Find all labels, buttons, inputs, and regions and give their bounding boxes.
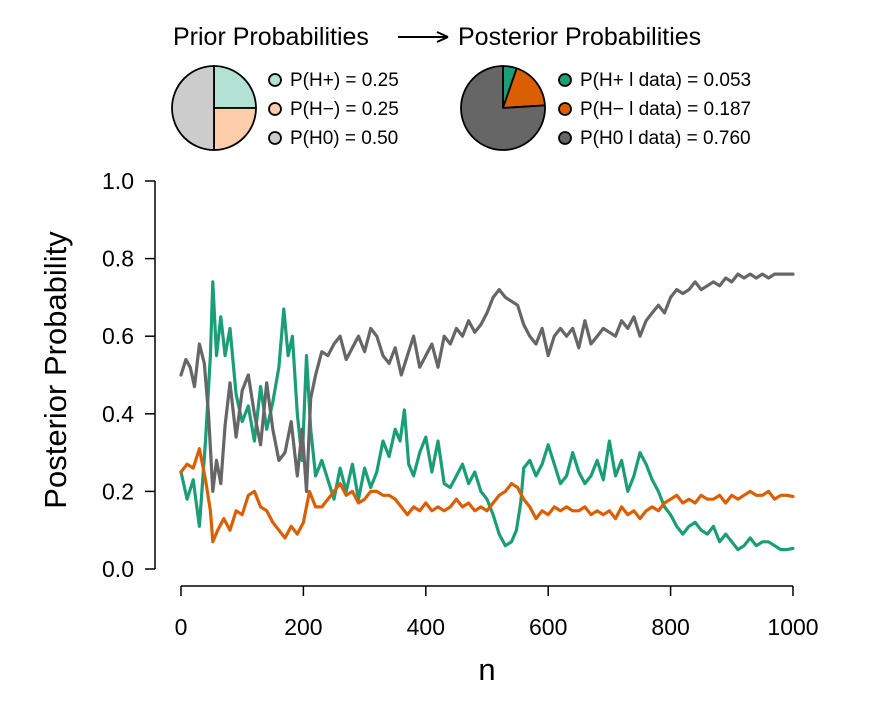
legend-label: P(H+ l data) = 0.053 (580, 70, 751, 91)
x-axis: 0 200 400 600 800 1000 (175, 585, 819, 640)
pie-inset: Prior Probabilities Posterior Probabilit… (171, 23, 751, 151)
y-axis: 0.0 0.2 0.4 0.6 0.8 1.0 (102, 168, 156, 582)
prior-pie-slice-1 (213, 107, 257, 151)
arrow-head (436, 31, 449, 43)
legend-label: P(H− l data) = 0.187 (580, 99, 751, 120)
y-tick-label: 1.0 (102, 168, 134, 194)
posterior-pie-slice-1 (502, 67, 546, 109)
posterior-legend: P(H+ l data) = 0.053 P(H− l data) = 0.187… (558, 70, 751, 149)
y-tick-label: 0.0 (102, 556, 134, 582)
legend-marker (268, 131, 282, 145)
prior-legend: P(H+) = 0.25 P(H−) = 0.25 P(H0) = 0.50 (268, 70, 399, 149)
x-tick-label: 600 (529, 614, 567, 640)
x-tick-label: 0 (175, 614, 188, 640)
legend-label: P(H+) = 0.25 (290, 70, 399, 91)
x-ticks: 0 200 400 600 800 1000 (175, 586, 819, 640)
x-axis-title: n (478, 652, 495, 687)
posterior-pie-title: Posterior Probabilities (458, 23, 701, 51)
legend-marker (558, 131, 572, 145)
x-tick-label: 200 (284, 614, 322, 640)
y-ticks: 0.0 0.2 0.4 0.6 0.8 1.0 (102, 168, 155, 582)
legend-marker (558, 73, 572, 87)
prior-pie-slice-0 (213, 65, 257, 109)
legend-label: P(H0) = 0.50 (290, 128, 398, 149)
series-line-0 (179, 280, 795, 552)
y-tick-label: 0.6 (102, 323, 134, 349)
plot-area (179, 272, 795, 552)
x-tick-label: 1000 (767, 614, 818, 640)
legend-marker (268, 73, 282, 87)
y-tick-label: 0.4 (102, 401, 134, 427)
series-layer (179, 272, 795, 552)
legend-label: P(H0 l data) = 0.760 (580, 128, 751, 149)
legend-marker (558, 102, 572, 116)
posterior-pie (460, 65, 546, 151)
y-tick-label: 0.2 (102, 478, 134, 504)
legend-label: P(H−) = 0.25 (290, 99, 399, 120)
series-line-1 (179, 447, 795, 544)
posterior-pie-slice-2 (460, 65, 546, 151)
y-axis-title: Posterior Probability (38, 231, 73, 509)
series-line-2 (179, 272, 795, 493)
y-tick-label: 0.8 (102, 246, 134, 272)
prior-pie (171, 65, 257, 151)
x-tick-label: 800 (651, 614, 689, 640)
prior-pie-title: Prior Probabilities (173, 23, 369, 51)
legend-marker (268, 102, 282, 116)
x-tick-label: 400 (407, 614, 445, 640)
prior-pie-slice-2 (171, 65, 215, 151)
